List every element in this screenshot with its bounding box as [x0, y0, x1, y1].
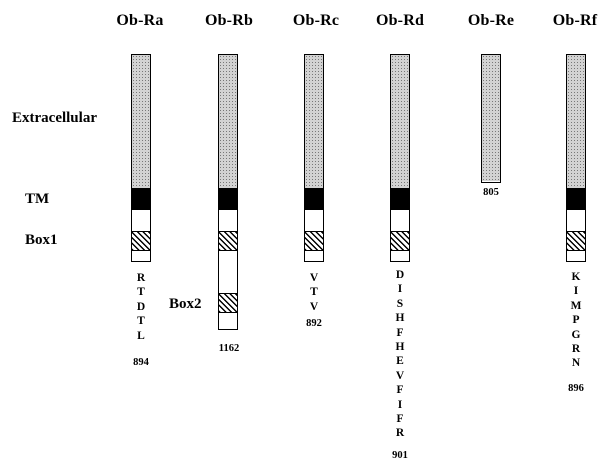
receptor-bar-ob-rd: [390, 54, 410, 262]
extracellular-domain: [482, 55, 500, 181]
box1-motif: [305, 231, 323, 251]
residue: F: [396, 413, 404, 426]
title-ob-rd: Ob-Rd: [375, 12, 425, 29]
residue: P: [572, 314, 580, 327]
residue: I: [573, 285, 579, 298]
residue: T: [310, 286, 318, 299]
extracellular-domain: [305, 55, 323, 188]
title-ob-rf: Ob-Rf: [552, 12, 598, 29]
sequence-ob-rc: V T V: [304, 271, 324, 314]
end-number-ob-rc: 892: [306, 318, 322, 329]
residue: D: [395, 269, 405, 281]
residue: L: [137, 329, 145, 342]
residue: E: [396, 355, 404, 368]
end-number-ob-re: 805: [483, 187, 499, 198]
residue: K: [571, 271, 581, 283]
residue: N: [571, 357, 581, 370]
residue: H: [395, 312, 405, 325]
box2-motif: [219, 293, 237, 313]
residue: I: [397, 283, 403, 296]
residue: V: [395, 369, 405, 382]
extracellular-domain: [132, 55, 150, 188]
residue: F: [396, 326, 404, 339]
receptor-bar-ob-ra: [131, 54, 151, 262]
sequence-ob-ra: R T D T L: [131, 271, 151, 343]
title-ob-ra: Ob-Ra: [116, 12, 164, 29]
residue: H: [395, 341, 405, 354]
sequence-ob-rf: K I M P G R N: [566, 270, 586, 371]
end-number-ob-rd: 901: [392, 450, 408, 461]
end-number-ob-ra: 894: [133, 357, 149, 368]
residue: R: [395, 427, 405, 440]
extracellular-domain: [567, 55, 585, 188]
extracellular-domain: [219, 55, 237, 188]
residue: V: [309, 272, 319, 284]
label-box1: Box1: [25, 232, 58, 248]
transmembrane-domain: [567, 188, 585, 210]
box1-motif: [219, 231, 237, 251]
transmembrane-domain: [305, 188, 323, 210]
receptor-bar-ob-rf: [566, 54, 586, 262]
transmembrane-domain: [219, 188, 237, 210]
residue: T: [137, 286, 145, 299]
sequence-ob-rd: D I S H F H E V F I F R: [390, 268, 410, 441]
box1-motif: [391, 231, 409, 251]
residue: S: [396, 297, 404, 310]
receptor-bar-ob-rc: [304, 54, 324, 262]
residue: I: [397, 398, 403, 411]
extracellular-domain: [391, 55, 409, 188]
residue: R: [571, 343, 581, 356]
residue: R: [136, 272, 146, 284]
transmembrane-domain: [132, 188, 150, 210]
residue: G: [571, 328, 581, 341]
label-extracellular: Extracellular: [12, 110, 97, 126]
residue: V: [309, 300, 319, 313]
box1-motif: [132, 231, 150, 251]
receptor-bar-ob-re: [481, 54, 501, 183]
end-number-ob-rf: 896: [568, 383, 584, 394]
residue: T: [137, 315, 145, 328]
title-ob-re: Ob-Re: [467, 12, 515, 29]
title-ob-rc: Ob-Rc: [292, 12, 340, 29]
receptor-bar-ob-rb: [218, 54, 238, 330]
transmembrane-domain: [391, 188, 409, 210]
end-number-ob-rb: 1162: [218, 343, 240, 354]
residue: D: [136, 300, 146, 313]
residue: F: [396, 384, 404, 397]
box1-motif: [567, 231, 585, 251]
title-ob-rb: Ob-Rb: [204, 12, 254, 29]
label-box2: Box2: [169, 296, 202, 312]
label-tm: TM: [25, 191, 50, 207]
residue: M: [570, 299, 582, 312]
